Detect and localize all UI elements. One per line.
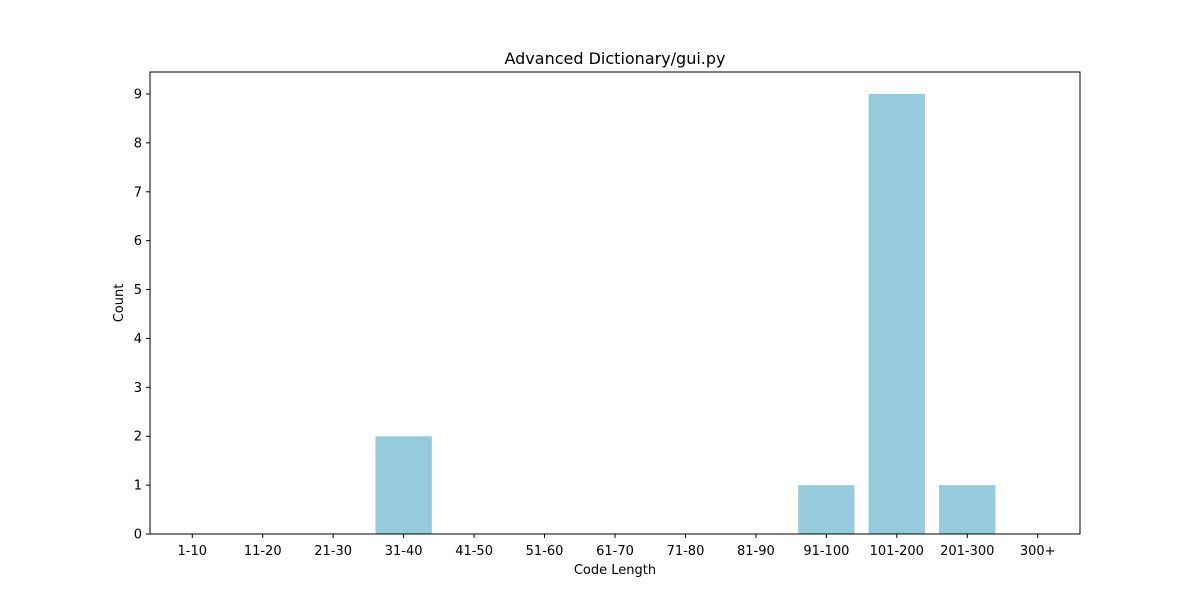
y-tick-label: 1 [134,479,142,494]
x-tick-label: 51-60 [526,544,564,559]
x-tick-label: 21-30 [314,544,352,559]
y-tick-label: 8 [134,136,142,151]
x-tick-label: 31-40 [385,544,423,559]
x-tick-label: 81-90 [737,544,775,559]
y-tick-label: 7 [134,185,142,200]
x-tick-label: 11-20 [244,544,282,559]
y-tick-label: 6 [134,234,142,249]
y-tick-label: 2 [134,430,142,445]
x-tick-label: 300+ [1020,544,1056,559]
bar-31-40 [375,436,431,534]
x-tick-label: 41-50 [455,544,493,559]
x-axis: 1-10 11-20 21-30 31-40 41-50 51-60 61-70 71-80 8… [178,534,1056,559]
y-tick-label: 5 [134,283,142,298]
x-tick-label: 61-70 [596,544,634,559]
y-axis-label: Count [112,284,127,323]
y-tick-label: 0 [134,528,142,543]
x-tick-label: 101-200 [870,544,924,559]
y-tick-label: 4 [134,332,142,347]
x-axis-label: Code Length [574,563,656,578]
y-tick-label: 9 [134,88,142,103]
y-axis: 0 1 2 3 4 5 6 7 8 9 [134,88,150,543]
x-tick-label: 1-10 [178,544,208,559]
bars-group [375,94,995,534]
x-tick-label: 91-100 [803,544,849,559]
x-tick-label: 201-300 [940,544,994,559]
y-tick-label: 3 [134,381,142,396]
chart-title: Advanced Dictionary/gui.py [504,49,725,68]
bar-201-300 [939,485,995,534]
bar-101-200 [869,94,925,534]
x-tick-label: 71-80 [667,544,705,559]
bar-91-100 [798,485,854,534]
plot-frame [150,72,1080,534]
